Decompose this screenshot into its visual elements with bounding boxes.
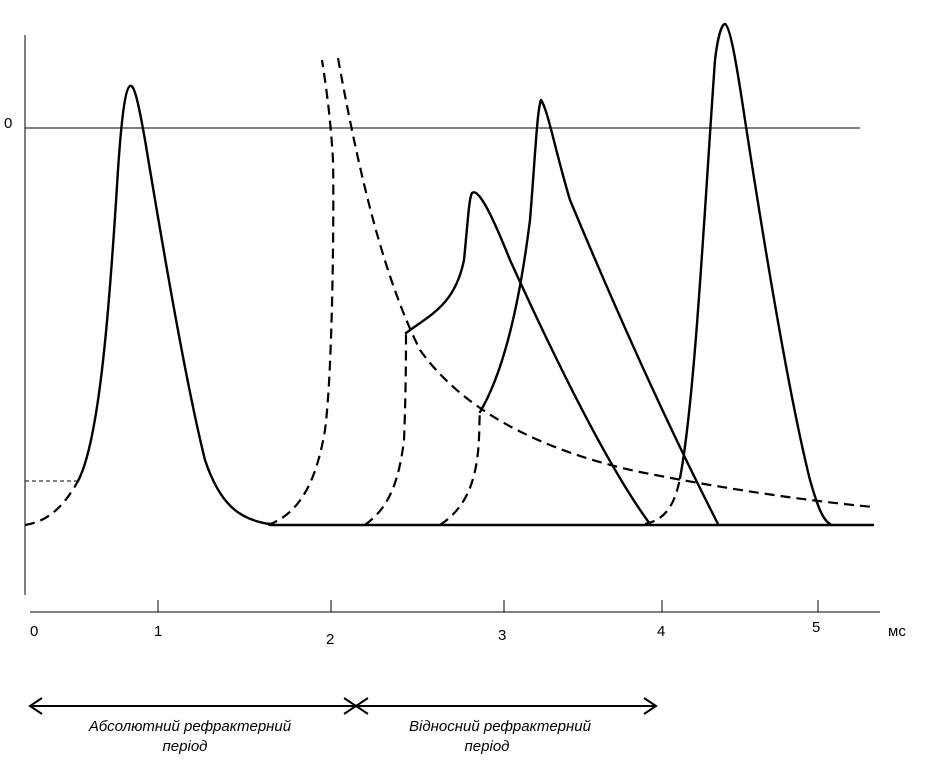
attempt-2-4ms [364,332,408,526]
threshold-curve [336,57,874,509]
relative-period-label-line2: період [465,738,510,755]
x-tick-label-3: 3 [498,627,506,644]
x-tick-label-4: 4 [657,623,665,640]
x-tick-label-5: 5 [812,619,820,636]
x-tick-label-0: 0 [30,623,38,640]
attempt-4ms [644,477,682,526]
relative-period-arrow [354,697,658,715]
absolute-period-arrow [28,697,358,715]
relative-period-label-line1: Відносний рефрактерний [409,718,592,735]
absolute-period-label-line2: період [163,738,208,755]
zero-label: 0 [4,115,12,132]
x-tick-label-1: 1 [154,623,162,640]
first-spike-foot [24,480,79,527]
first-action-potential [76,84,272,526]
x-tick-label-2: 2 [326,631,334,648]
absolute-period-label-line1: Абсолютний рефрактерний [88,718,292,735]
attempt-2ms [267,59,335,527]
x-unit-label: мс [888,623,906,640]
mid-spike [478,98,720,526]
small-spike [404,191,652,526]
attempt-2-8ms [439,411,482,526]
last-spike [678,22,832,526]
